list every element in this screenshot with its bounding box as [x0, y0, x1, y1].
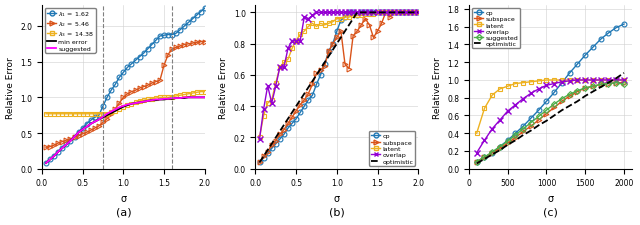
- Text: (b): (b): [329, 207, 345, 217]
- Y-axis label: Relative Error: Relative Error: [6, 56, 15, 118]
- Legend: cp, subspace, latent, overlap, optimistic: cp, subspace, latent, overlap, optimisti…: [369, 132, 415, 166]
- Text: (a): (a): [116, 207, 131, 217]
- X-axis label: σ: σ: [334, 193, 340, 203]
- X-axis label: σ: σ: [120, 193, 126, 203]
- Text: (c): (c): [543, 207, 558, 217]
- Legend: $\lambda_1$ = 1.62, $\lambda_2$ = 5.46, $\lambda_3$ = 14.38, min error, suggeste: $\lambda_1$ = 1.62, $\lambda_2$ = 5.46, …: [45, 9, 95, 53]
- X-axis label: σ: σ: [547, 193, 554, 203]
- Y-axis label: Relative Error: Relative Error: [219, 56, 228, 118]
- Y-axis label: Relative Error: Relative Error: [433, 56, 442, 118]
- Legend: cp, subspace, latent, overlap, suggested, optimistic: cp, subspace, latent, overlap, suggested…: [472, 9, 520, 49]
